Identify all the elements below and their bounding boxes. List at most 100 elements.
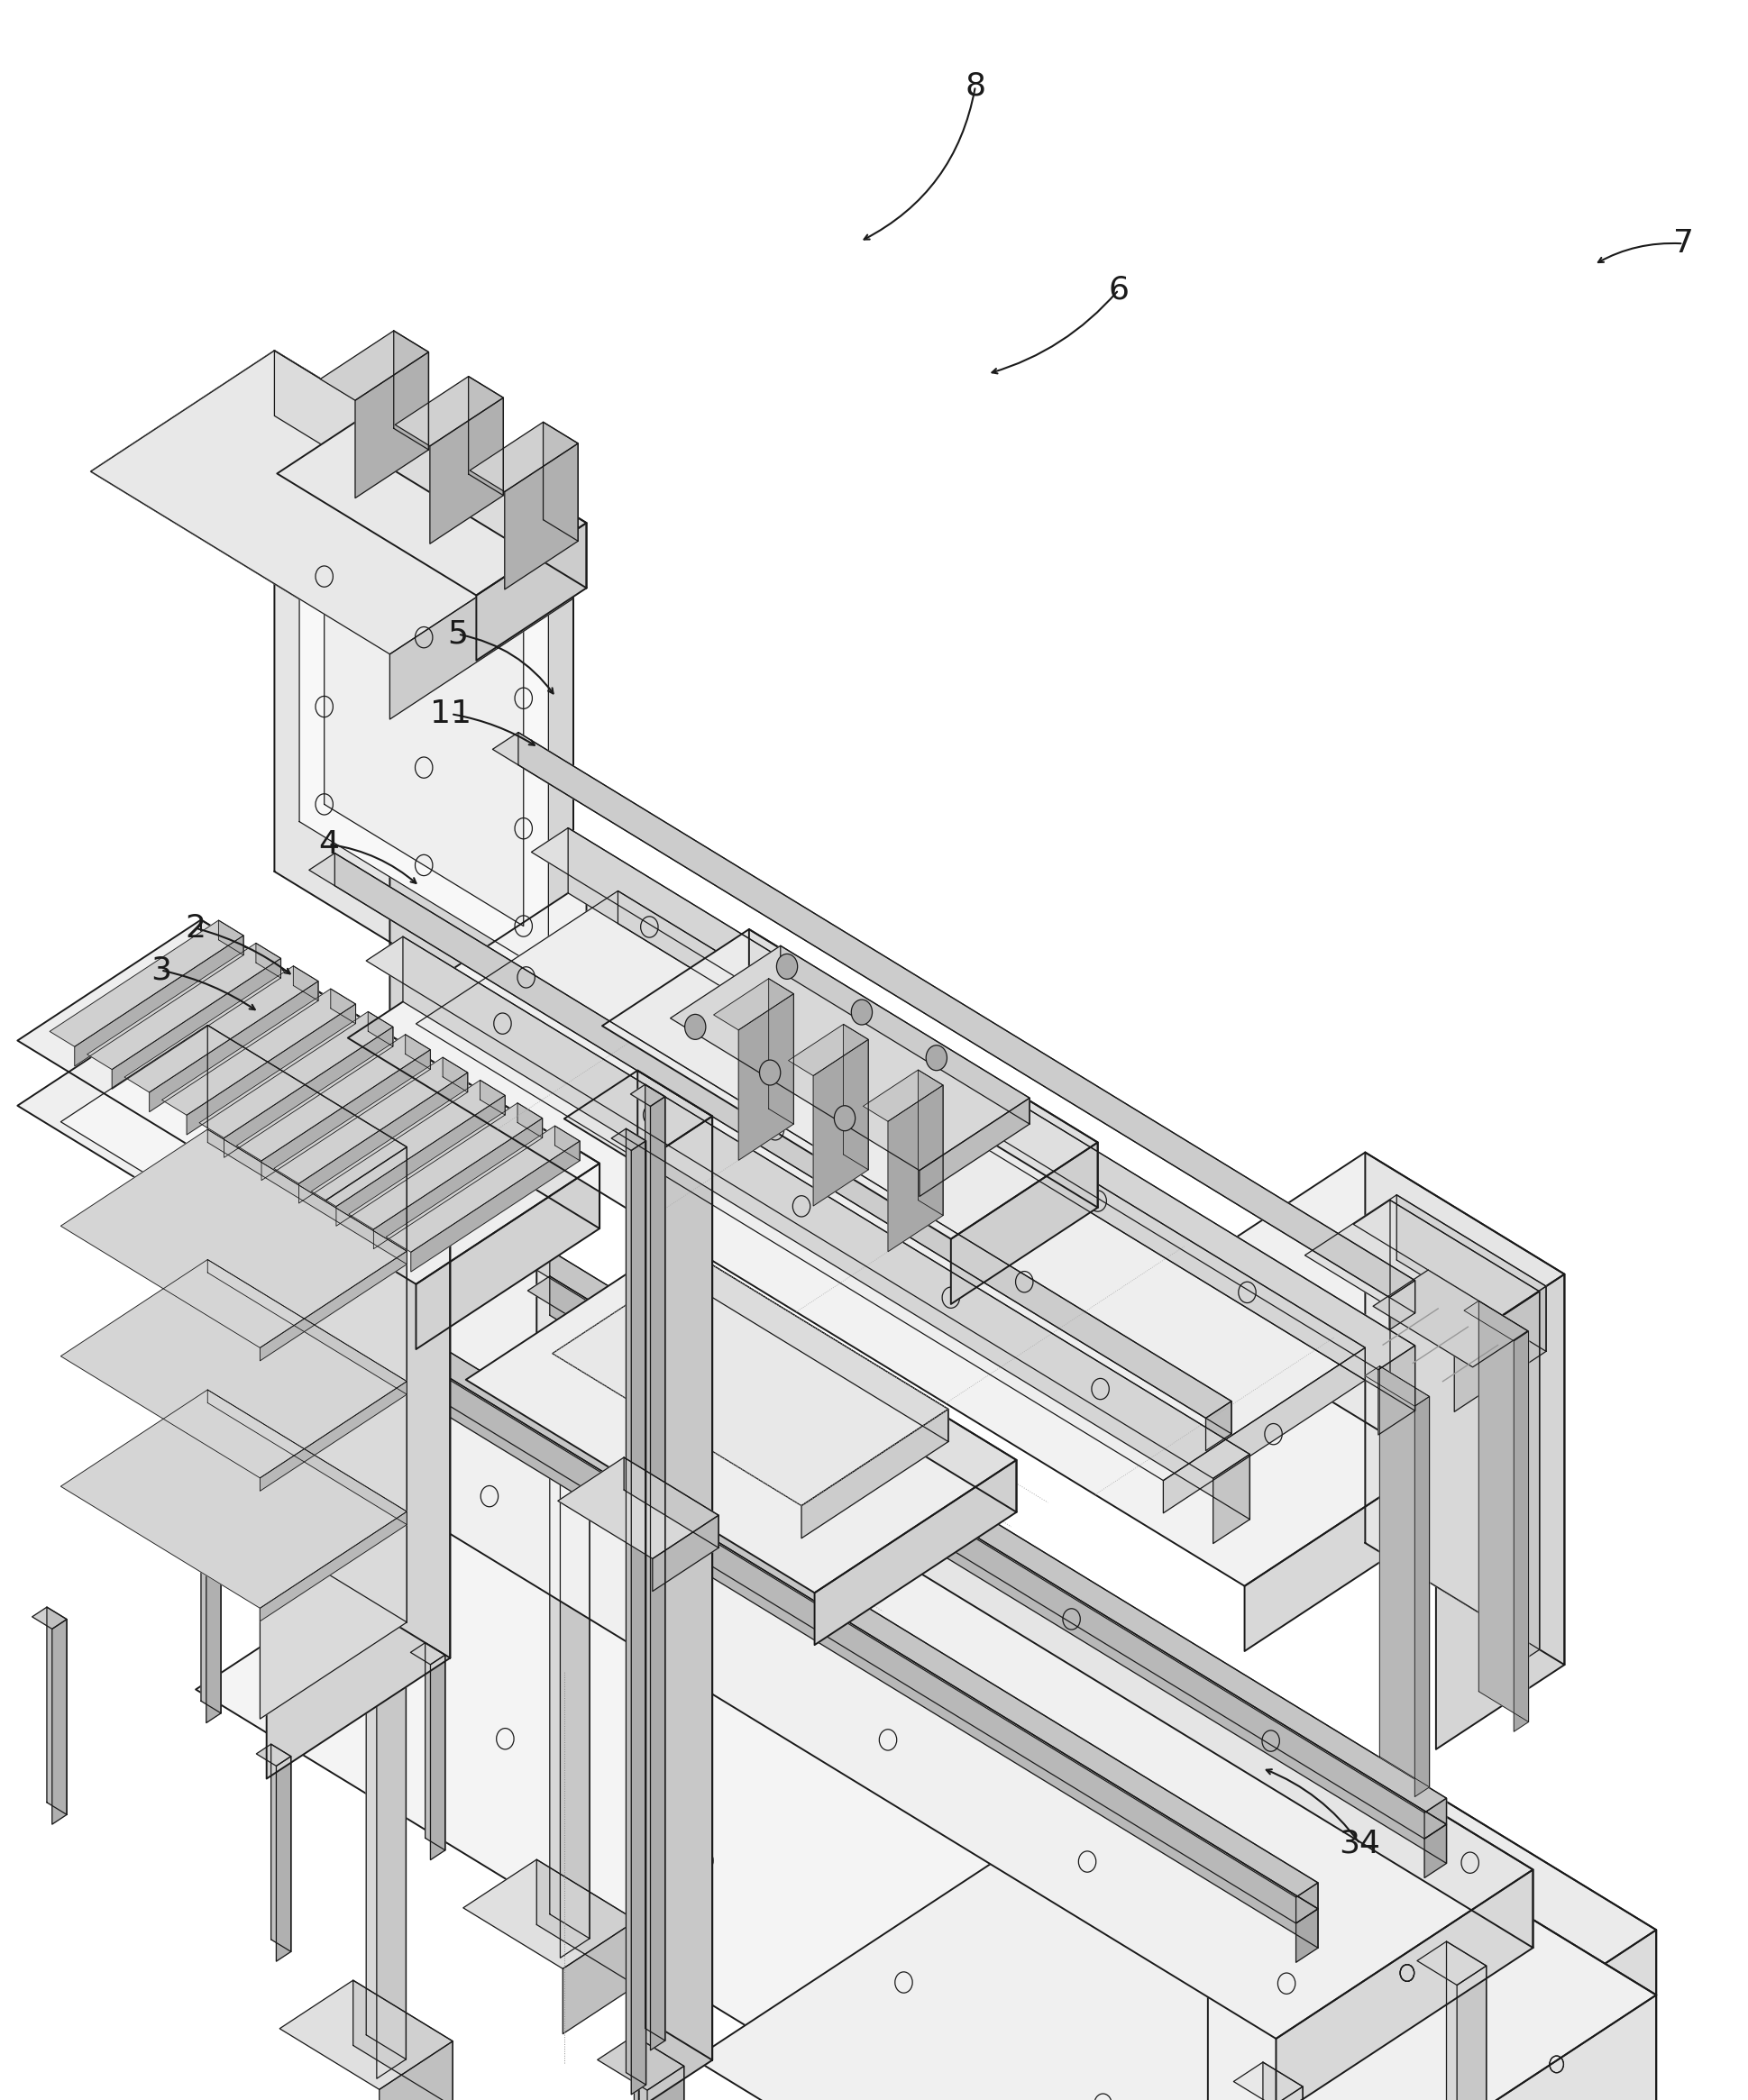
Polygon shape xyxy=(470,422,579,491)
Polygon shape xyxy=(801,1409,947,1539)
Text: 11: 11 xyxy=(430,699,472,729)
Polygon shape xyxy=(788,1025,869,1075)
Polygon shape xyxy=(549,1250,1446,1825)
Polygon shape xyxy=(218,920,243,956)
Polygon shape xyxy=(390,533,573,718)
Polygon shape xyxy=(1425,1825,1446,1877)
Polygon shape xyxy=(260,1147,407,1718)
Circle shape xyxy=(759,1060,780,1086)
Polygon shape xyxy=(1390,1201,1540,1651)
Polygon shape xyxy=(668,1247,1017,1512)
Polygon shape xyxy=(1024,1722,1308,1903)
Polygon shape xyxy=(1206,1401,1231,1451)
Polygon shape xyxy=(631,1084,664,1107)
Text: 5: 5 xyxy=(447,619,468,649)
Polygon shape xyxy=(671,945,1030,1170)
Polygon shape xyxy=(528,1250,1446,1812)
Polygon shape xyxy=(559,1418,589,1957)
Text: 3: 3 xyxy=(150,956,171,985)
Polygon shape xyxy=(505,443,579,590)
Polygon shape xyxy=(325,447,523,926)
Polygon shape xyxy=(430,397,503,544)
Polygon shape xyxy=(475,523,586,661)
Polygon shape xyxy=(463,1861,636,1970)
Polygon shape xyxy=(650,1096,664,2050)
Polygon shape xyxy=(517,1102,542,1138)
Polygon shape xyxy=(112,958,281,1090)
Polygon shape xyxy=(201,1506,220,1714)
Polygon shape xyxy=(17,920,600,1285)
Polygon shape xyxy=(187,1506,220,1527)
Polygon shape xyxy=(224,1027,393,1157)
Polygon shape xyxy=(612,1128,647,1151)
Polygon shape xyxy=(208,1130,407,1264)
Polygon shape xyxy=(918,1071,942,1216)
Polygon shape xyxy=(713,979,794,1031)
Polygon shape xyxy=(537,1260,1533,1949)
Polygon shape xyxy=(919,1098,1030,1197)
Polygon shape xyxy=(320,330,428,401)
Polygon shape xyxy=(421,1361,1318,1949)
Polygon shape xyxy=(442,1058,468,1092)
Polygon shape xyxy=(274,1058,468,1184)
Polygon shape xyxy=(1479,1300,1528,1722)
Polygon shape xyxy=(294,966,318,1002)
Polygon shape xyxy=(1379,1367,1430,1787)
Text: 4: 4 xyxy=(318,830,339,859)
Polygon shape xyxy=(635,2035,683,2100)
Polygon shape xyxy=(260,1382,407,1491)
Polygon shape xyxy=(549,1277,1446,1863)
Polygon shape xyxy=(531,827,1414,1369)
Circle shape xyxy=(776,953,797,979)
Polygon shape xyxy=(769,979,794,1124)
Polygon shape xyxy=(1435,1275,1564,1749)
Polygon shape xyxy=(61,1130,407,1348)
Polygon shape xyxy=(558,1457,718,1558)
Polygon shape xyxy=(208,1260,407,1394)
Polygon shape xyxy=(379,2041,453,2100)
Polygon shape xyxy=(365,937,1250,1478)
Polygon shape xyxy=(1425,1798,1446,1840)
Polygon shape xyxy=(353,1980,453,2100)
Polygon shape xyxy=(416,1163,600,1350)
Polygon shape xyxy=(1143,1995,1657,2100)
Polygon shape xyxy=(563,1922,636,2033)
Polygon shape xyxy=(1143,1930,1657,2100)
Polygon shape xyxy=(468,376,503,496)
Polygon shape xyxy=(52,1619,66,1825)
Polygon shape xyxy=(1374,1270,1528,1367)
Polygon shape xyxy=(640,1117,713,2100)
Polygon shape xyxy=(624,1457,718,1548)
Polygon shape xyxy=(1454,1285,1545,1411)
Polygon shape xyxy=(699,1258,947,1441)
Polygon shape xyxy=(17,985,451,1258)
Polygon shape xyxy=(1397,1195,1545,1352)
Text: 7: 7 xyxy=(1673,229,1694,258)
Polygon shape xyxy=(201,920,600,1228)
Text: 6: 6 xyxy=(1108,275,1129,304)
Polygon shape xyxy=(336,853,1231,1434)
Polygon shape xyxy=(274,351,573,598)
Polygon shape xyxy=(1446,1942,1486,2100)
Polygon shape xyxy=(626,1128,647,2085)
Polygon shape xyxy=(257,1745,290,1766)
Polygon shape xyxy=(1365,1153,1564,1665)
Polygon shape xyxy=(780,945,1030,1124)
Polygon shape xyxy=(1238,1153,1564,1359)
Polygon shape xyxy=(1418,1942,1486,1984)
Polygon shape xyxy=(416,890,1365,1480)
Polygon shape xyxy=(601,930,1098,1239)
Polygon shape xyxy=(187,1004,355,1134)
Polygon shape xyxy=(390,533,573,1176)
Polygon shape xyxy=(311,1079,505,1208)
Polygon shape xyxy=(201,985,451,1659)
Polygon shape xyxy=(61,1390,407,1609)
Polygon shape xyxy=(598,2035,683,2090)
Polygon shape xyxy=(260,1512,407,1621)
Polygon shape xyxy=(406,1035,430,1069)
Polygon shape xyxy=(1208,1722,1657,2100)
Polygon shape xyxy=(815,1460,1017,1644)
Polygon shape xyxy=(864,1071,942,1121)
Polygon shape xyxy=(149,981,318,1111)
Circle shape xyxy=(685,1014,706,1040)
